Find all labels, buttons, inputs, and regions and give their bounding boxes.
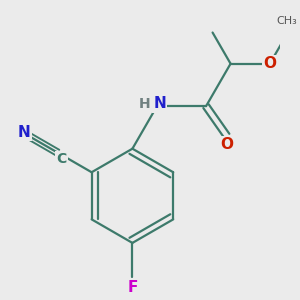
Text: F: F [127,280,138,295]
Text: C: C [56,152,67,166]
Text: N: N [153,96,166,111]
Text: O: O [220,137,233,152]
Text: N: N [18,125,30,140]
Text: CH₃: CH₃ [277,16,297,26]
Text: H: H [139,97,150,111]
Text: O: O [263,56,276,71]
